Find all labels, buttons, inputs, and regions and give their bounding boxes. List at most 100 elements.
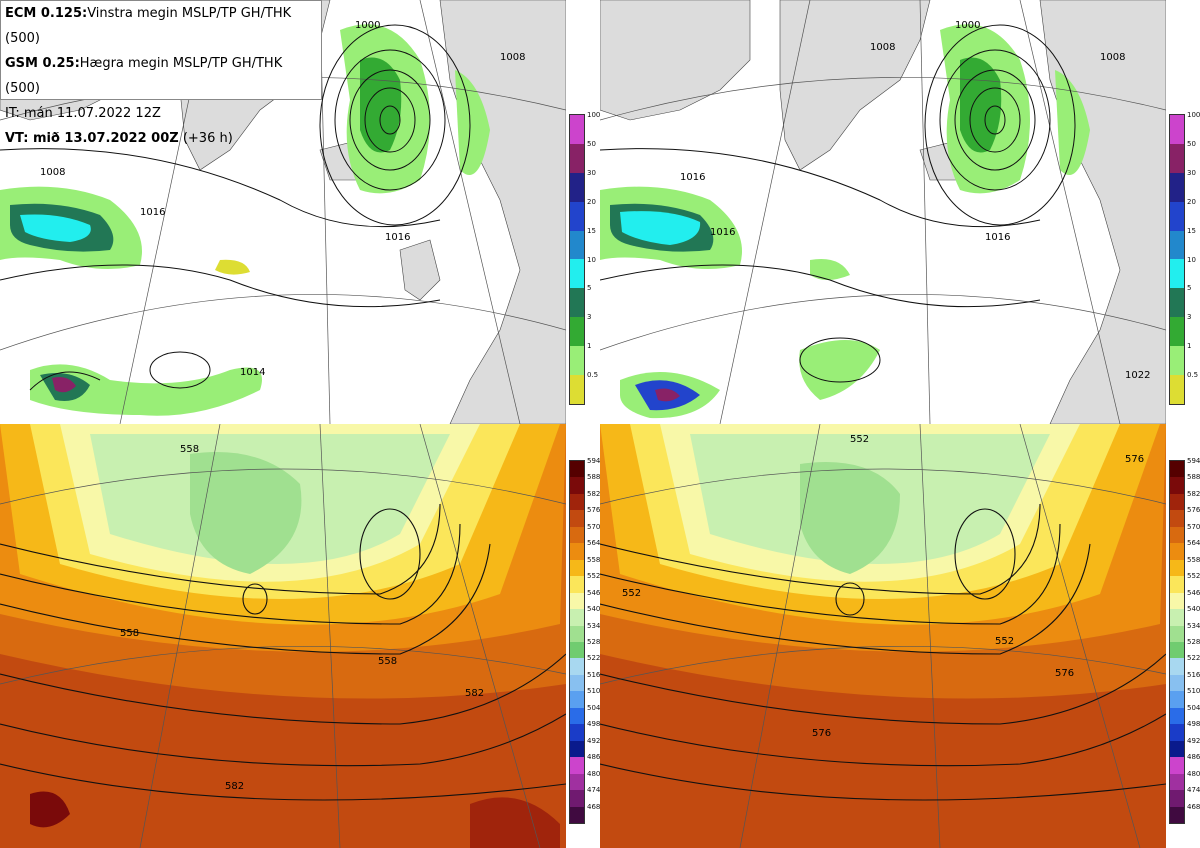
forecast-info-box: ECM 0.125:Vinstra megin MSLP/TP GH/THK (… <box>0 0 322 146</box>
colorbar-label: 510 <box>587 687 601 696</box>
svg-text:1016: 1016 <box>710 227 735 238</box>
colorbar-label: 10 <box>587 255 596 264</box>
colorbar-segment <box>1170 773 1184 791</box>
colorbar-segment <box>570 477 584 494</box>
colorbar-segment <box>1170 790 1184 807</box>
colorbar-segment <box>570 773 584 791</box>
colorbar-label: 492 <box>1187 736 1200 745</box>
colorbar-label: 100 <box>587 111 601 119</box>
colorbar-label: 30 <box>1187 168 1196 177</box>
colorbar-segment <box>1170 477 1184 494</box>
colorbar-label: 486 <box>587 753 601 762</box>
colorbar-label: 468 <box>587 802 601 811</box>
colorbar-segment <box>1170 691 1184 708</box>
precip-colorbar-left <box>569 114 585 405</box>
colorbar-segment <box>570 806 584 823</box>
info-line-valid-time: VT: mið 13.07.2022 00Z (+36 h) <box>5 131 233 146</box>
svg-text:576: 576 <box>1055 668 1074 679</box>
colorbar-segment <box>1170 609 1184 626</box>
colorbar-segment <box>570 115 584 144</box>
colorbar-label: 474 <box>587 786 601 795</box>
colorbar-segment <box>1170 375 1184 404</box>
colorbar-label: 480 <box>587 769 601 778</box>
colorbar-segment <box>570 461 584 478</box>
colorbar-segment <box>570 674 584 692</box>
colorbar-label: 570 <box>1187 522 1200 531</box>
colorbar-segment <box>1170 740 1184 758</box>
svg-text:1016: 1016 <box>680 172 705 183</box>
colorbar-label: 522 <box>587 654 601 663</box>
colorbar-label: 576 <box>1187 506 1200 515</box>
colorbar-label: 498 <box>587 720 601 729</box>
colorbar-label: 570 <box>587 522 601 531</box>
colorbar-label: 50 <box>587 139 596 148</box>
colorbar-segment <box>570 625 584 642</box>
colorbar-segment <box>570 493 584 511</box>
colorbar-segment <box>1170 259 1184 289</box>
colorbar-label: 540 <box>1187 605 1200 614</box>
colorbar-label: 474 <box>1187 786 1200 795</box>
colorbar-segment <box>570 641 584 659</box>
colorbar-segment <box>570 658 584 675</box>
svg-text:1000: 1000 <box>955 20 980 31</box>
colorbar-label: 552 <box>587 572 601 581</box>
svg-text:582: 582 <box>225 781 244 792</box>
thickness-colorbar-right <box>1169 460 1185 824</box>
colorbar-label: 516 <box>587 670 601 679</box>
svg-text:1022: 1022 <box>1125 370 1150 381</box>
colorbar-segment <box>570 230 584 260</box>
info-line-gsm: GSM 0.25:Hægra megin MSLP/TP GH/THK (500… <box>5 56 283 96</box>
colorbar-segment <box>1170 543 1184 560</box>
svg-text:552: 552 <box>850 434 869 445</box>
colorbar-segment <box>1170 707 1184 725</box>
colorbar-segment <box>1170 641 1184 659</box>
colorbar-segment <box>1170 143 1184 173</box>
colorbar-segment <box>570 375 584 404</box>
gsm-mslp-precip-map[interactable]: 1000 1008 1016 1016 1016 1022 1008 <box>600 0 1166 424</box>
colorbar-segment <box>570 201 584 231</box>
colorbar-label: 1 <box>587 342 592 351</box>
thickness-colorbar-left <box>569 460 585 824</box>
colorbar-segment <box>1170 576 1184 593</box>
colorbar-label: 486 <box>1187 753 1200 762</box>
colorbar-segment <box>1170 115 1184 144</box>
colorbar-segment <box>570 592 584 610</box>
colorbar-label: 3 <box>587 313 592 322</box>
colorbar-segment <box>570 172 584 202</box>
colorbar-label: 504 <box>1187 703 1200 712</box>
colorbar-label: 0.5 <box>587 371 599 380</box>
colorbar-label: 10 <box>1187 255 1196 264</box>
svg-text:1000: 1000 <box>355 20 380 31</box>
colorbar-segment <box>570 346 584 376</box>
svg-text:1008: 1008 <box>1100 52 1125 63</box>
ecm-thickness-map[interactable]: 558 558 558 582 582 <box>0 424 566 848</box>
colorbar-label: 576 <box>587 506 601 515</box>
colorbar-label: 498 <box>1187 720 1200 729</box>
colorbar-segment <box>1170 625 1184 642</box>
svg-text:1008: 1008 <box>40 167 65 178</box>
svg-text:1016: 1016 <box>140 207 165 218</box>
colorbar-segment <box>1170 592 1184 610</box>
colorbar-segment <box>1170 230 1184 260</box>
colorbar-label: 552 <box>1187 572 1200 581</box>
colorbar-segment <box>1170 806 1184 823</box>
colorbar-label: 594 <box>587 457 601 465</box>
svg-text:1008: 1008 <box>500 52 525 63</box>
colorbar-segment <box>570 543 584 560</box>
colorbar-label: 3 <box>1187 313 1192 322</box>
colorbar-label: 558 <box>587 555 601 564</box>
colorbar-label: 5 <box>1187 284 1192 293</box>
colorbar-label: 516 <box>1187 670 1200 679</box>
gsm-thickness-map[interactable]: 552 552 552 576 576 576 <box>600 424 1166 848</box>
colorbar-label: 582 <box>587 489 601 498</box>
colorbar-label: 522 <box>1187 654 1200 663</box>
colorbar-label: 492 <box>587 736 601 745</box>
colorbar-segment <box>570 559 584 577</box>
colorbar-label: 588 <box>1187 473 1200 482</box>
colorbar-label: 20 <box>1187 197 1196 206</box>
colorbar-label: 50 <box>1187 139 1196 148</box>
colorbar-segment <box>1170 724 1184 741</box>
colorbar-label: 564 <box>1187 539 1200 548</box>
info-line-init-time: IT: mán 11.07.2022 12Z <box>5 106 161 121</box>
colorbar-segment <box>570 609 584 626</box>
